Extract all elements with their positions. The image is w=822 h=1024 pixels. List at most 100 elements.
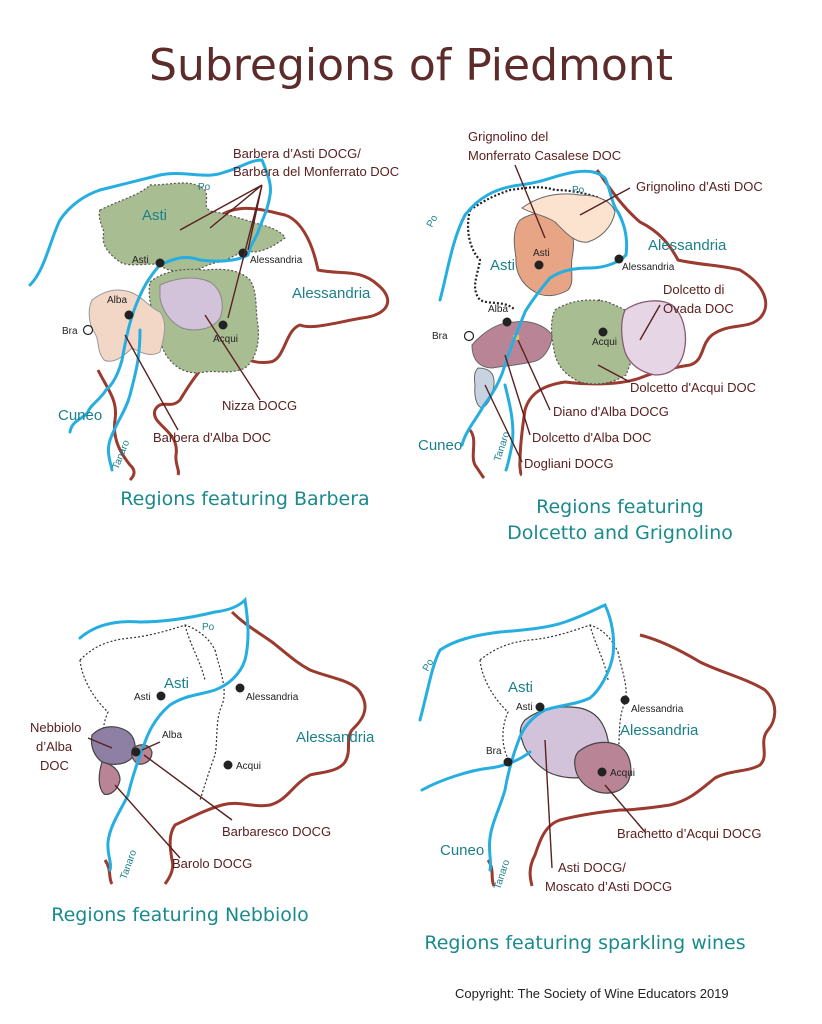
po-river [438, 169, 629, 447]
label-po: Po [421, 657, 437, 673]
river-tanaro-sparkling [420, 750, 532, 792]
city-dot-asti [535, 702, 545, 712]
city-dot-alba [502, 317, 512, 327]
leader-dolcetto-acqui [597, 364, 631, 383]
city-dot-acqui [218, 320, 228, 330]
city-dot-bra [82, 324, 94, 336]
tanaro-border [103, 859, 114, 885]
label-grignolino-casalese-2: Monferrato Casalese DOC [468, 148, 621, 163]
label-grignolino-casalese-1: Grignolino del [468, 129, 548, 144]
leader-barbera-asti [179, 184, 263, 319]
region-barbera-asti [98, 182, 286, 273]
label-nebbiolo-1: Nebbiolo [30, 720, 81, 735]
city-dot-alba [124, 310, 134, 320]
label-alba: Alba [107, 295, 127, 306]
label-tanaro: Tanaro [118, 848, 139, 881]
leader-asti-docg [544, 739, 553, 869]
label-po-top: Po [572, 185, 585, 196]
region-dolcetto-acqui [550, 299, 637, 385]
label-asti-city: Asti [533, 248, 550, 259]
label-asti-region: Asti [490, 257, 515, 274]
city-dot-bra [503, 757, 513, 767]
city-dot-asti [534, 260, 544, 270]
label-barbera-asti: Barbera d’Asti DOCG/ [233, 146, 361, 161]
city-dot-alessandria [238, 248, 248, 258]
tanaro-river-barbera [106, 328, 142, 472]
label-alessandria-city: Alessandria [631, 704, 684, 715]
leader-dolcetto-ovada [639, 304, 661, 341]
city-dot-acqui [597, 767, 607, 777]
caption-sparkling: Regions featuring sparkling wines [424, 932, 746, 954]
leader-barbera-alba [124, 334, 179, 431]
leader-nebbiolo [87, 737, 113, 749]
label-cuneo: Cuneo [58, 407, 102, 424]
leader-alba [141, 741, 161, 751]
caption-dolcetto-2: Dolcetto and Grignolino [507, 522, 733, 544]
label-bra: Bra [432, 331, 448, 342]
leader-grignolino-asti [579, 187, 631, 216]
region-dogliani [473, 367, 495, 409]
label-bra: Bra [62, 326, 78, 337]
leader-grignolino-casalese [514, 164, 546, 239]
city-dot-alba [131, 747, 141, 757]
label-barbera-alba: Barbera d'Alba DOC [153, 430, 271, 445]
label-nizza: Nizza DOCG [222, 398, 297, 413]
leader-dogliani [484, 384, 523, 463]
label-dolcetto-ovada-2: Ovada DOC [663, 301, 734, 316]
city-dot-acqui [598, 327, 608, 337]
label-dogliani: Dogliani DOCG [524, 456, 614, 471]
label-nebbiolo-3: DOC [40, 758, 69, 773]
tanaro-river-dolcetto [503, 383, 515, 472]
province-border [518, 169, 768, 477]
label-asti-region: Asti [508, 679, 533, 696]
city-dot-alessandria [235, 683, 245, 693]
copyright: Copyright: The Society of Wine Educators… [455, 986, 729, 1001]
province-boundary [479, 624, 627, 763]
label-diano: Diano d'Alba DOCG [553, 404, 669, 419]
caption-nebbiolo: Regions featuring Nebbiolo [51, 904, 309, 926]
label-po-left: Po [425, 213, 441, 229]
label-asti-region: Asti [142, 207, 167, 224]
city-dot-alessandria [614, 254, 624, 264]
leader-brachetto [604, 784, 646, 833]
label-asti-city: Asti [516, 702, 533, 713]
label-grignolino-asti: Grignolino d'Asti DOC [636, 179, 763, 194]
label-alessandria-city: Alessandria [250, 255, 303, 266]
label-bra: Bra [486, 746, 502, 757]
label-asti-docg-1: Asti DOCG/ [558, 860, 626, 875]
region-grignolino-asti [521, 193, 616, 243]
label-po: Po [198, 182, 211, 193]
map-nebbiolo: Asti Asti Alessandria Alessandria Alba A… [30, 596, 375, 885]
label-acqui: Acqui [213, 334, 238, 345]
city-dot-asti [155, 258, 165, 268]
province-border [528, 633, 777, 887]
province-boundary [79, 624, 225, 801]
city-dot-acqui [223, 760, 233, 770]
map-dolcetto: Asti Asti Alessandria Alessandria Alba B… [418, 129, 768, 480]
leader-dolcetto-alba [504, 354, 531, 436]
label-acqui: Acqui [610, 768, 635, 779]
label-barolo: Barolo DOCG [172, 856, 252, 871]
po-river [418, 603, 616, 872]
label-po: Po [202, 622, 215, 633]
region-barbera-alba [88, 289, 166, 362]
po-river [28, 158, 272, 434]
label-alessandria-region: Alessandria [648, 237, 727, 254]
page-title: Subregions of Piedmont [149, 40, 673, 91]
label-alessandria-region: Alessandria [292, 285, 371, 302]
label-asti-docg-2: Moscato d’Asti DOCG [545, 879, 672, 894]
leader-barbaresco [143, 754, 233, 821]
tanaro-border [468, 429, 486, 480]
province-border [153, 206, 390, 476]
label-cuneo: Cuneo [418, 437, 462, 454]
po-river [78, 596, 250, 872]
label-dolcetto-ovada-1: Dolcetto di [663, 282, 725, 297]
label-alessandria-region: Alessandria [296, 729, 375, 746]
leader-barolo [114, 784, 181, 859]
region-barolo [98, 761, 121, 795]
tanaro-border [96, 369, 136, 482]
label-alba: Alba [488, 304, 508, 315]
label-brachetto: Brachetto d’Acqui DOCG [617, 826, 762, 841]
label-asti-city: Asti [132, 255, 149, 266]
label-alba: Alba [162, 730, 182, 741]
